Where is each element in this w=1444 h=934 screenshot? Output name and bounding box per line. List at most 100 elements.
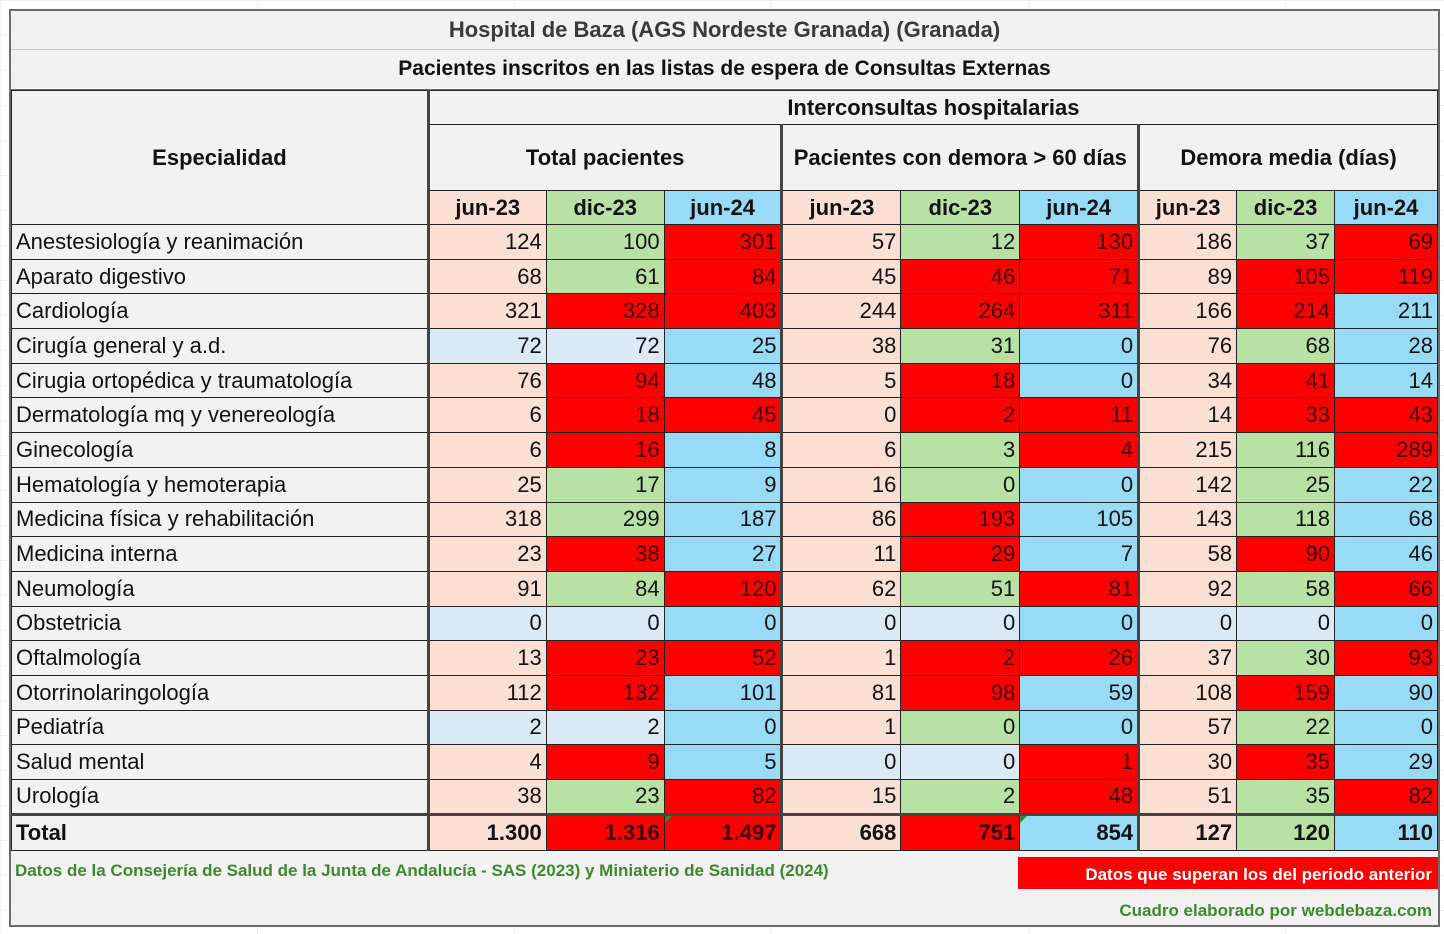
value-cell: 7 — [1019, 536, 1140, 572]
value-cell: 98 — [900, 674, 1021, 711]
value-cell: 27 — [663, 536, 783, 572]
value-cell: 25 — [1236, 466, 1336, 503]
value-cell: 112 — [426, 674, 547, 711]
value-cell: 0 — [1236, 605, 1336, 642]
value-cell: 5 — [663, 744, 783, 780]
value-cell: 0 — [900, 466, 1021, 503]
value-cell: 81 — [1019, 570, 1140, 607]
especialidad-cell: Urología — [11, 779, 430, 815]
value-cell: 22 — [1334, 466, 1438, 503]
value-cell: 90 — [1334, 674, 1438, 711]
value-cell: 0 — [426, 605, 547, 642]
value-cell: 61 — [545, 258, 665, 295]
value-cell: 124 — [426, 224, 547, 260]
value-cell: 6 — [780, 432, 902, 468]
especialidad-cell: Cirugía general y a.d. — [11, 328, 430, 364]
table-row: Pediatría 2 2 0 1 0 0 57 22 0 — [11, 709, 1438, 746]
especialidad-cell: Dermatología mq y venereología — [11, 397, 430, 434]
header-total-pacientes: Total pacientes — [427, 124, 783, 191]
legend-red-above-previous: Datos que superan los del periodo anteri… — [1018, 857, 1438, 889]
value-cell: 14 — [1137, 397, 1238, 434]
value-cell: 244 — [780, 293, 902, 330]
value-cell: 0 — [1019, 605, 1140, 642]
table-row: Urología 38 23 82 15 2 48 51 35 82 — [11, 779, 1438, 815]
value-cell: 299 — [545, 501, 665, 538]
table-title: Hospital de Baza (AGS Nordeste Granada) … — [11, 11, 1438, 50]
table-row: Aparato digestivo 68 61 84 45 46 71 89 105 119 — [11, 258, 1438, 295]
value-cell: 0 — [1019, 466, 1140, 503]
value-cell: 100 — [545, 224, 665, 260]
value-cell: 101 — [663, 674, 783, 711]
cell-note-indicator-icon[interactable] — [1020, 817, 1028, 823]
value-cell: 130 — [1019, 224, 1140, 260]
value-cell: 9 — [663, 466, 783, 503]
value-cell: 0 — [545, 605, 665, 642]
especialidad-cell: Cardiología — [11, 293, 430, 330]
table-row: Medicina física y rehabilitación 318 299 18… — [11, 501, 1438, 538]
table-row: Oftalmología 13 23 52 1 2 26 37 30 93 — [11, 640, 1438, 676]
value-cell: 120 — [1236, 812, 1336, 851]
table-row: Neumología 91 84 120 62 51 81 92 58 66 — [11, 570, 1438, 607]
header-interconsultas: Interconsultas hospitalarias — [427, 90, 1439, 125]
especialidad-cell: Hematología y hemoterapia — [11, 466, 430, 503]
value-cell: 30 — [1236, 640, 1336, 676]
value-cell: 105 — [1236, 258, 1336, 295]
value-cell: 22 — [1236, 709, 1336, 746]
cell-note-indicator-icon[interactable] — [665, 817, 672, 823]
value-cell: 33 — [1236, 397, 1336, 434]
value-cell: 46 — [900, 258, 1021, 295]
value-cell: 38 — [426, 779, 547, 815]
value-cell: 69 — [1334, 224, 1438, 260]
value-cell: 1.316 — [545, 812, 665, 851]
value-cell: 105 — [1019, 501, 1140, 538]
value-cell: 1 — [780, 640, 902, 676]
value-cell: 38 — [545, 536, 665, 572]
period-header-dic-23: dic-23 — [545, 190, 665, 225]
value-cell: 18 — [545, 397, 665, 434]
value-cell: 29 — [1334, 744, 1438, 780]
value-cell: 48 — [663, 362, 783, 399]
value-cell: 84 — [663, 258, 783, 295]
value-cell: 0 — [780, 397, 902, 434]
period-header-jun-23: jun-23 — [427, 190, 547, 225]
value-cell: 58 — [1236, 570, 1336, 607]
value-cell: 0 — [1019, 362, 1140, 399]
value-cell: 215 — [1137, 432, 1238, 468]
value-cell: 62 — [780, 570, 902, 607]
value-cell: 13 — [426, 640, 547, 676]
value-cell: 0 — [1137, 605, 1238, 642]
value-cell: 45 — [663, 397, 783, 434]
value-cell: 94 — [545, 362, 665, 399]
value-cell: 81 — [780, 674, 902, 711]
table-frame: Hospital de Baza (AGS Nordeste Granada) … — [9, 9, 1440, 927]
value-cell: 0 — [1019, 328, 1140, 364]
table-row: Hematología y hemoterapia 25 17 9 16 0 0 142 25 2… — [11, 466, 1438, 503]
value-cell: 668 — [780, 812, 902, 851]
value-cell: 1 — [1019, 744, 1140, 780]
value-cell: 119 — [1334, 258, 1438, 295]
table-row: Otorrinolaringología 112 132 101 81 98 59 108 15… — [11, 674, 1438, 711]
value-cell: 1.497 — [663, 812, 783, 851]
table-subtitle: Pacientes inscritos en las listas de esp… — [11, 49, 1438, 91]
value-cell: 2 — [900, 779, 1021, 815]
value-cell: 3 — [900, 432, 1021, 468]
value-cell: 84 — [545, 570, 665, 607]
header-especialidad: Especialidad — [11, 90, 430, 225]
value-cell: 31 — [900, 328, 1021, 364]
value-cell: 41 — [1236, 362, 1336, 399]
value-cell: 211 — [1334, 293, 1438, 330]
value-cell: 110 — [1334, 812, 1438, 851]
value-cell: 132 — [545, 674, 665, 711]
value-cell: 82 — [1334, 779, 1438, 815]
value-cell: 52 — [663, 640, 783, 676]
value-cell: 0 — [663, 605, 783, 642]
table-row: Salud mental 4 9 5 0 0 1 30 35 29 — [11, 744, 1438, 780]
value-cell: 23 — [426, 536, 547, 572]
value-cell: 90 — [1236, 536, 1336, 572]
value-cell: 6 — [426, 397, 547, 434]
especialidad-cell: Medicina física y rehabilitación — [11, 501, 430, 538]
value-cell: 82 — [663, 779, 783, 815]
especialidad-cell: Obstetricia — [11, 605, 430, 642]
especialidad-cell: Neumología — [11, 570, 430, 607]
value-cell: 0 — [780, 605, 902, 642]
